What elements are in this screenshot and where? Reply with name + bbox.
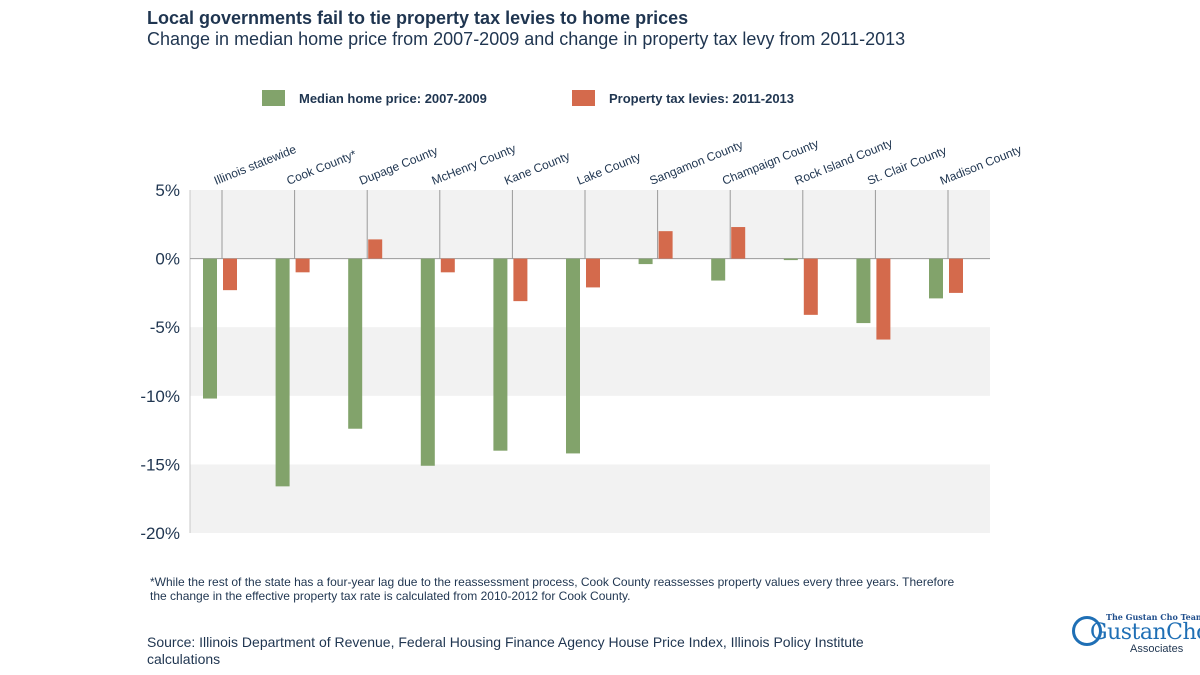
bar-home-price (638, 258, 653, 265)
bar-home-price (493, 258, 508, 451)
x-tick-label: Lake County (575, 150, 643, 188)
chart-subtitle: Change in median home price from 2007-20… (147, 29, 906, 49)
x-tick-label: Dupage County (357, 144, 440, 188)
bar-tax-levy (803, 258, 818, 315)
y-tick-label: -5% (150, 318, 180, 337)
logo-suffix: Associates (1130, 643, 1184, 655)
x-tick-label: Illinois statewide (212, 142, 299, 188)
bar-home-price (929, 258, 943, 299)
grid-band (190, 190, 990, 259)
legend-swatch-home-price (262, 90, 285, 106)
x-tick-label: Madison County (938, 142, 1024, 187)
legend-label-tax-levies: Property tax levies: 2011-2013 (609, 90, 795, 106)
y-tick-label: 5% (155, 181, 180, 200)
bar-home-price (203, 258, 217, 399)
bar-tax-levy (876, 258, 891, 340)
bar-tax-levy (949, 258, 963, 293)
source-note: Source: Illinois Department of Revenue, … (147, 634, 864, 667)
y-tick-label: 0% (155, 250, 180, 269)
logo-g-mark (1072, 616, 1102, 646)
logo-name: GustanCho (1090, 620, 1200, 645)
logo-tagline: The Gustan Cho Team (1106, 612, 1200, 622)
y-tick-label: -15% (140, 455, 180, 474)
bar-tax-levy (513, 258, 528, 302)
y-tick-label: -10% (140, 387, 180, 406)
bar-home-price (856, 258, 871, 324)
bar-tax-levy (295, 258, 310, 273)
bar-tax-levy (658, 231, 673, 259)
bar-home-price (275, 258, 290, 487)
grid-band (190, 464, 990, 533)
gustancho-logo: The Gustan Cho Team GustanCho Associates (1070, 612, 1200, 662)
legend-item-home-price: Median home price: 2007-2009 (262, 90, 487, 106)
bar-home-price (566, 258, 580, 454)
footnote: *While the rest of the state has a four-… (150, 575, 955, 603)
y-tick-label: -20% (140, 524, 180, 543)
bar-tax-levy (440, 258, 455, 273)
bar-home-price (348, 258, 363, 429)
bar-tax-levy (368, 239, 383, 259)
bar-tax-levy (223, 258, 237, 291)
bar-tax-levy (731, 227, 746, 259)
bar-home-price (783, 258, 798, 261)
bar-home-price (711, 258, 726, 281)
legend-label-home-price: Median home price: 2007-2009 (299, 90, 487, 106)
chart-title: Local governments fail to tie property t… (147, 8, 689, 28)
bar-home-price (420, 258, 435, 466)
grid-band (190, 327, 990, 396)
bar-tax-levy (586, 258, 600, 288)
legend-swatch-tax-levies (572, 90, 595, 106)
legend-item-tax-levies: Property tax levies: 2011-2013 (572, 90, 794, 106)
